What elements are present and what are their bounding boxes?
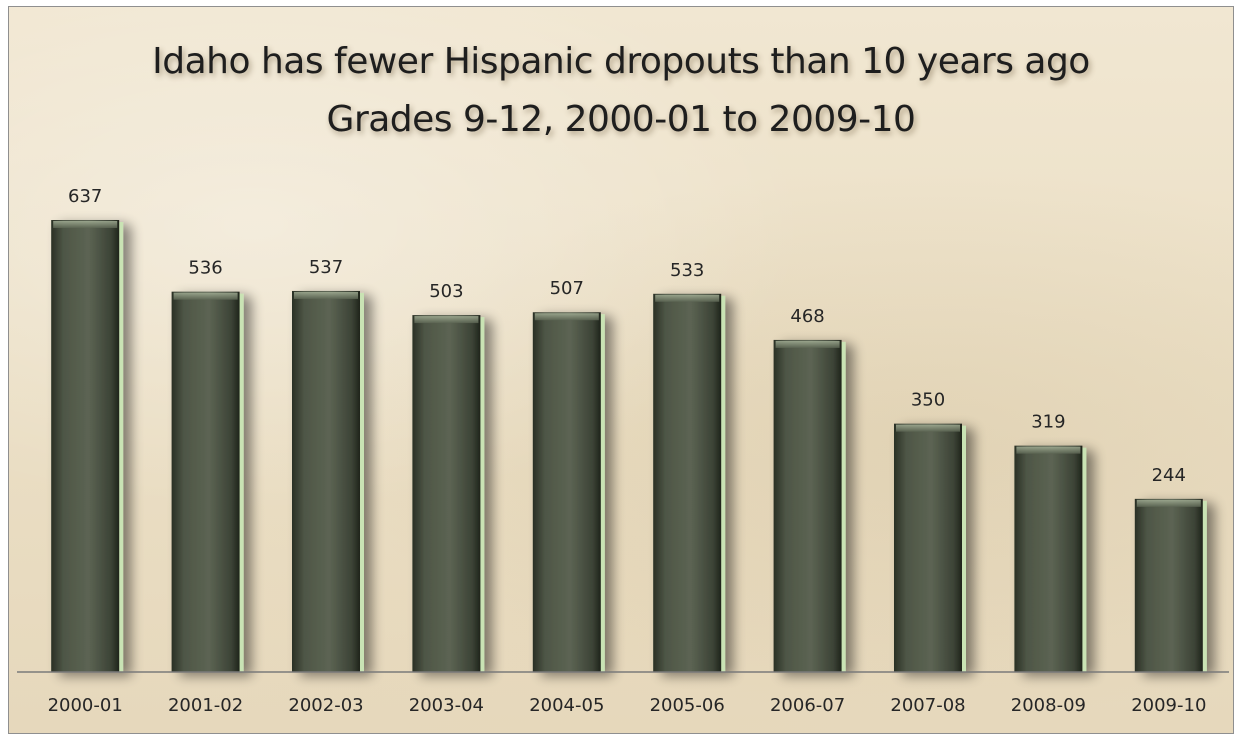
data-label-2008-09: 319	[1031, 412, 1065, 433]
data-label-2002-03: 537	[309, 257, 343, 278]
bar-cap	[53, 221, 118, 228]
bar-2004-05	[532, 312, 605, 672]
x-tick-label-2006-07: 2006-07	[770, 695, 845, 716]
bar-2003-04	[412, 315, 485, 672]
bar-body	[1134, 498, 1203, 672]
x-tick-label-2009-10: 2009-10	[1131, 695, 1206, 716]
bar-cap	[173, 292, 238, 300]
data-label-2004-05: 507	[550, 278, 584, 299]
data-label-2003-04: 503	[429, 281, 463, 302]
data-label-2006-07: 468	[790, 306, 824, 327]
data-label-2001-02: 536	[188, 258, 222, 279]
bar-2007-08	[894, 423, 966, 672]
bar-body	[532, 312, 601, 672]
x-tick-label-2005-06: 2005-06	[650, 695, 725, 716]
bar-body	[292, 290, 360, 672]
data-label-2005-06: 533	[670, 260, 704, 281]
data-label-2000-01: 637	[68, 186, 102, 207]
bar-chart-plot: 637 536 537 503 507 533 468 350 319 244 2000-01 20…	[17, 186, 1229, 716]
bar-cap	[896, 424, 960, 432]
bar-body	[894, 423, 962, 672]
bar-2006-07	[773, 339, 846, 672]
x-tick-label-2000-01: 2000-01	[48, 695, 123, 716]
data-label-2007-08: 350	[911, 390, 945, 411]
bar-2009-10	[1134, 498, 1207, 672]
bar-cap	[1136, 499, 1201, 507]
bar-2002-03	[292, 290, 364, 672]
chart-title: Idaho has fewer Hispanic dropouts than 1…	[152, 41, 1090, 82]
data-label-2009-10: 244	[1152, 465, 1186, 486]
bar-cap	[775, 340, 840, 348]
bar-2001-02	[171, 291, 244, 672]
x-tick-label-2002-03: 2002-03	[288, 695, 363, 716]
bar-cap	[655, 294, 720, 302]
bar-body	[653, 293, 722, 672]
bar-body	[412, 315, 481, 672]
bar-body	[773, 339, 842, 672]
bar-cap	[1016, 446, 1081, 454]
bar-cap	[534, 313, 599, 321]
x-tick-label-2008-09: 2008-09	[1011, 695, 1086, 716]
bar-2000-01	[51, 220, 124, 672]
bar-cap	[294, 291, 358, 299]
bar-cap	[414, 316, 479, 324]
bar-body	[1014, 445, 1083, 672]
x-tick-label-2007-08: 2007-08	[890, 695, 965, 716]
bar-2008-09	[1014, 445, 1087, 672]
x-tick-label-2003-04: 2003-04	[409, 695, 484, 716]
bar-body	[171, 291, 240, 672]
chart-frame: Idaho has fewer Hispanic dropouts than 1…	[8, 6, 1234, 734]
bar-2005-06	[653, 293, 726, 672]
bar-body	[51, 220, 120, 672]
x-tick-label-2001-02: 2001-02	[168, 695, 243, 716]
x-tick-label-2004-05: 2004-05	[529, 695, 604, 716]
chart-subtitle: Grades 9-12, 2000-01 to 2009-10	[326, 99, 916, 140]
